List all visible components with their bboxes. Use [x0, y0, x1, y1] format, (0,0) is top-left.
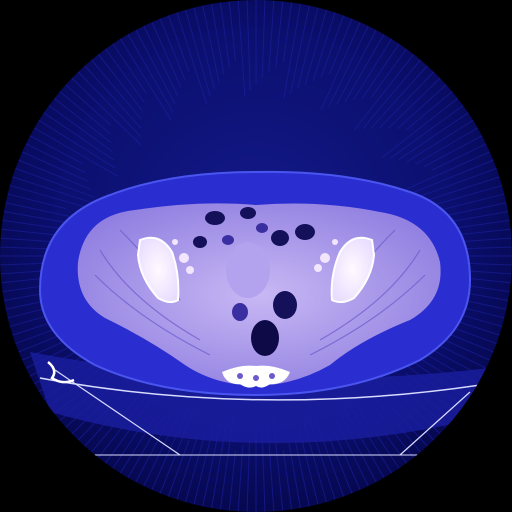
ct-scan-image: [0, 0, 512, 512]
